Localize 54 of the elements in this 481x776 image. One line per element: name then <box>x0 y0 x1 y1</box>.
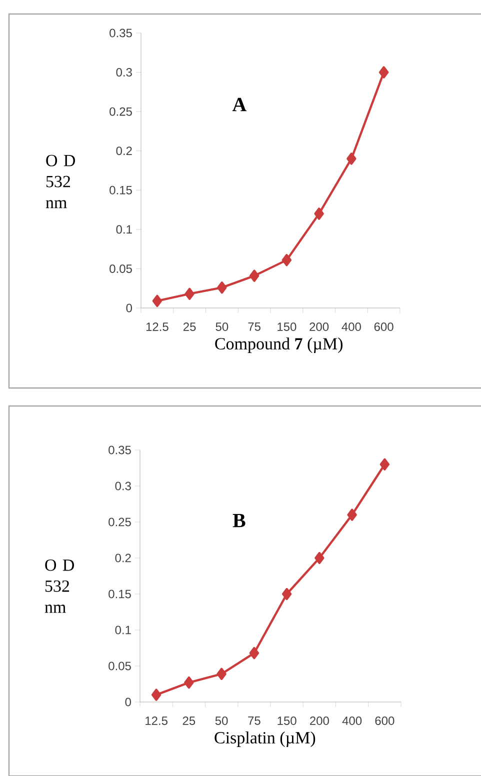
y-tick-label: 0.35 <box>110 28 132 38</box>
y-tick-label: 0 <box>126 304 132 312</box>
y-tick-label: 0.05 <box>108 662 131 670</box>
point <box>347 508 357 521</box>
point <box>249 270 260 282</box>
point <box>314 552 324 564</box>
point <box>216 668 226 680</box>
y-tick-label: 0.2 <box>115 554 131 562</box>
x-tick-label: 200 <box>310 716 329 726</box>
x-tick-label: 200 <box>310 322 329 332</box>
annotation: A <box>232 98 246 112</box>
x-tick-label: 12.5 <box>146 322 168 332</box>
y-tick-label: 0.1 <box>115 626 131 634</box>
y-tick-label: 0.35 <box>108 446 131 454</box>
point <box>217 281 227 294</box>
point <box>151 688 162 701</box>
y-tick-label: 0.1 <box>116 225 132 234</box>
y-axis-title: O D 532 nm <box>44 559 74 613</box>
x-tick-label: 400 <box>342 322 361 332</box>
point <box>314 208 324 220</box>
y-tick-label: 0.15 <box>108 590 131 598</box>
x-tick-label: 400 <box>342 716 362 726</box>
x-axis-title: Compound 7 (µM) <box>215 338 342 353</box>
x-tick-label: 600 <box>374 322 394 332</box>
x-tick-label: 75 <box>248 716 260 725</box>
point <box>346 152 356 165</box>
point <box>184 676 194 689</box>
annotation: B <box>232 514 246 528</box>
point <box>378 66 389 78</box>
x-tick-label: 150 <box>278 322 296 332</box>
x-tick-label: 50 <box>216 322 228 332</box>
x-tick-label: 75 <box>248 322 260 331</box>
x-tick-label: 12.5 <box>146 716 168 726</box>
x-axis-title: Cisplatin (µM) <box>214 732 316 747</box>
x-tick-label: 600 <box>375 716 394 726</box>
y-tick-label: 0.2 <box>116 146 132 156</box>
x-tick-label: 25 <box>183 322 196 332</box>
point <box>380 458 390 470</box>
point <box>282 254 292 266</box>
x-tick-label: 25 <box>182 716 196 726</box>
point <box>184 288 194 300</box>
y-tick-label: 0.3 <box>116 68 132 77</box>
y-tick-label: 0.25 <box>108 518 131 526</box>
point <box>152 294 162 308</box>
point <box>249 646 260 660</box>
y-tick-label: 0.3 <box>115 482 131 490</box>
y-axis-title: O D 532 nm <box>46 154 75 208</box>
y-tick-label: 0 <box>125 698 131 706</box>
x-tick-label: 50 <box>215 716 228 726</box>
y-tick-label: 0.05 <box>110 264 132 273</box>
y-tick-label: 0.25 <box>110 107 132 116</box>
point <box>282 588 292 600</box>
y-tick-label: 0.15 <box>110 186 132 194</box>
x-tick-label: 150 <box>278 716 296 726</box>
